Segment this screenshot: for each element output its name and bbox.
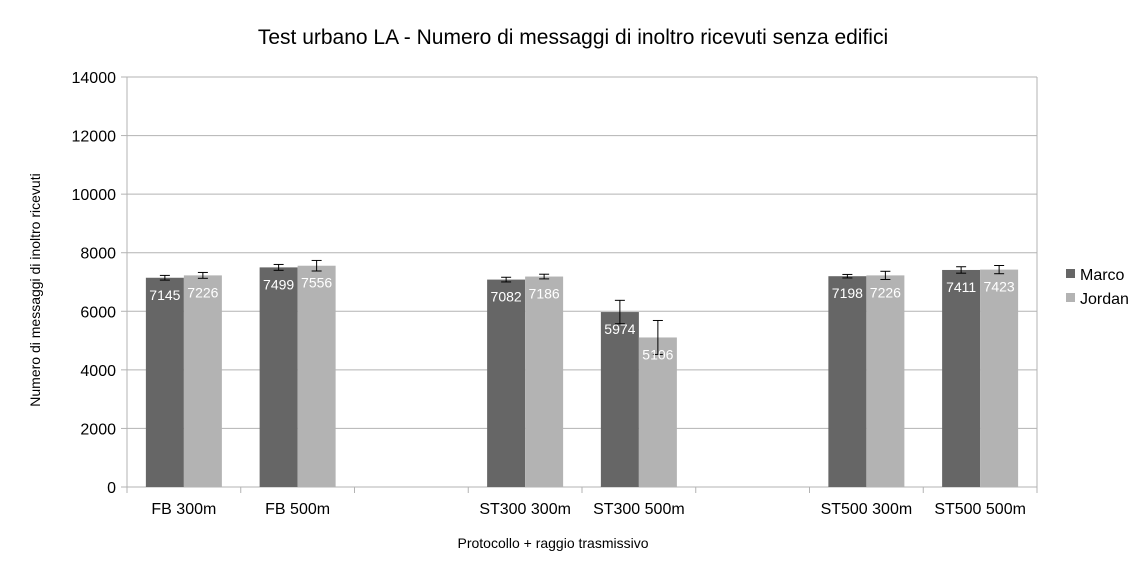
error-bar [501,276,512,283]
legend-label: Jordan [1080,291,1129,308]
x-tick-label: ST300 500m [593,501,685,518]
y-tick-labels: 0 2000 4000 6000 8000 10000 12000 14000 [72,70,117,497]
y-axis-label: Numero di messaggi di inoltro ricevuti [27,173,43,406]
legend-swatch-jordan [1066,293,1075,302]
error-bar [539,273,550,280]
y-tick-label: 4000 [80,363,116,380]
error-bar [880,270,891,280]
x-axis-label: Protocollo + raggio trasmissivo [457,535,648,551]
error-bar [994,265,1005,275]
error-bar [956,266,967,274]
data-label: 5974 [604,321,635,337]
error-bar [842,273,853,279]
error-bar [159,274,170,281]
x-tick-label: ST500 300m [821,501,913,518]
data-label: 7226 [187,284,218,300]
data-label: 7186 [529,286,560,302]
bar-marco [259,267,298,487]
data-label: 7423 [984,279,1015,295]
bars [145,265,1019,487]
bar-jordan [525,276,564,487]
y-tick-label: 12000 [72,129,117,146]
error-bar [614,299,625,325]
y-tick-label: 14000 [72,70,117,87]
legend-swatch-marco [1066,269,1075,278]
y-tick-label: 8000 [80,246,116,263]
bar-jordan [183,275,222,487]
data-label: 7556 [301,275,332,291]
bar-marco [828,276,867,487]
chart-title: Test urbano LA - Numero di messaggi di i… [258,26,888,49]
data-label: 5106 [642,346,673,362]
bar-jordan [980,269,1019,487]
data-label: 7145 [149,287,180,303]
bar-marco [600,312,639,487]
bar-jordan [638,337,677,487]
data-label: 7226 [870,284,901,300]
data-label: 7082 [491,289,522,305]
bar-marco [942,269,981,487]
data-label: 7499 [263,276,294,292]
data-labels: 7145 7499 7082 5974 7198 7411 7226 7556 7186 5106… [149,275,1015,363]
bar-jordan [297,265,336,487]
legend-label: Marco [1080,267,1125,284]
y-tick-label: 2000 [80,421,116,438]
data-label: 7411 [946,279,976,295]
error-bars [159,259,1005,355]
x-tick-label: ST300 300m [479,501,571,518]
x-tick-label: FB 300m [151,501,216,518]
x-tick-label: ST500 500m [934,501,1026,518]
y-tick-label: 6000 [80,304,116,321]
error-bar [197,271,208,279]
y-tick-label: 10000 [72,187,117,204]
y-tick-label: 0 [107,480,116,497]
error-bar [273,263,284,271]
error-bar [311,259,322,272]
legend: Marco Jordan [1066,267,1129,308]
bar-jordan [866,275,905,487]
data-label: 7198 [832,285,863,301]
x-tick-label: FB 500m [265,501,330,518]
bar-marco [145,277,184,487]
error-bar [652,319,663,355]
bar-marco [487,279,526,487]
x-tick-labels: FB 300m FB 500m ST300 300m ST300 500m ST500 … [151,501,1026,518]
